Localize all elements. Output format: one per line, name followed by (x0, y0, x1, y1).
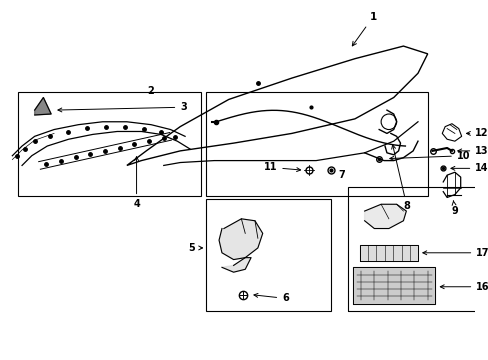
Text: 6: 6 (253, 293, 288, 303)
Text: 11: 11 (263, 162, 300, 172)
Text: 3: 3 (58, 102, 186, 112)
Text: 17: 17 (422, 248, 488, 258)
Text: 15: 15 (0, 359, 1, 360)
Text: 12: 12 (466, 129, 488, 138)
Text: 5: 5 (188, 243, 202, 253)
Text: 10: 10 (389, 151, 469, 161)
Text: 8: 8 (391, 145, 409, 211)
Text: 1: 1 (351, 12, 376, 46)
Bar (18, 92, 200, 197)
Text: 16: 16 (439, 282, 488, 292)
Polygon shape (35, 98, 51, 115)
Text: 7: 7 (338, 170, 345, 180)
Text: 9: 9 (450, 201, 457, 216)
Bar (206, 92, 427, 197)
Polygon shape (364, 204, 406, 229)
Text: 13: 13 (457, 146, 488, 156)
Polygon shape (222, 258, 250, 272)
Text: 4: 4 (133, 157, 140, 209)
Text: 14: 14 (450, 163, 488, 174)
Bar (347, 187, 488, 311)
Polygon shape (219, 219, 262, 260)
Bar (206, 199, 330, 311)
Text: 2: 2 (147, 86, 154, 96)
